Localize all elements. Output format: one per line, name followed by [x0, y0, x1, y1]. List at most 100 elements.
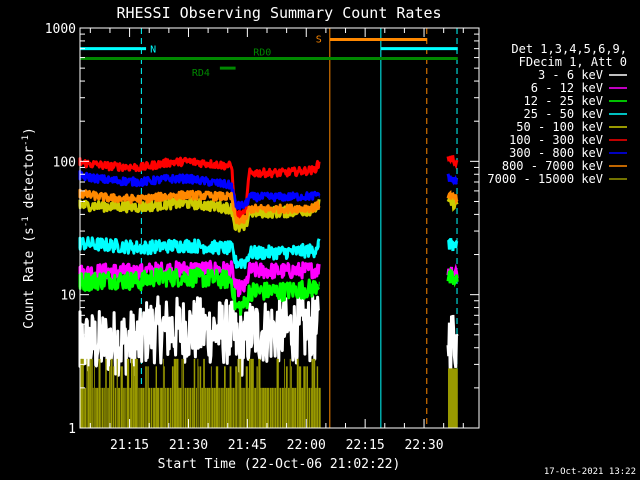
series-7000_15000keV	[80, 358, 458, 428]
band-segment	[218, 387, 220, 428]
band-segment	[284, 358, 285, 428]
band-segment	[274, 387, 277, 428]
legend-label: 3 - 6 keV	[538, 68, 603, 82]
band-segment	[262, 387, 265, 428]
band-segment	[258, 358, 261, 428]
band-segment	[92, 387, 94, 428]
legend-label: 300 - 800 keV	[509, 146, 603, 160]
band-segment	[204, 387, 206, 428]
band-segment	[163, 366, 165, 428]
flag-label-n: N	[150, 45, 156, 56]
band-segment	[153, 387, 156, 428]
band-segment	[201, 387, 204, 428]
band-segment	[291, 366, 292, 428]
band-segment	[123, 387, 125, 428]
x-tick-label: 21:30	[169, 438, 208, 453]
y-axis-label-main: Count Rate (s	[22, 227, 37, 329]
series-12_25keV-recovery	[446, 267, 459, 288]
band-segment	[281, 387, 284, 428]
band-segment	[102, 387, 104, 428]
band-segment	[285, 387, 286, 428]
band-segment	[237, 358, 239, 428]
band-segment	[133, 366, 135, 428]
band-segment	[98, 358, 101, 428]
band-segment	[104, 387, 105, 428]
band-segment	[152, 387, 154, 428]
band-segment	[173, 358, 177, 428]
band-segment	[142, 387, 145, 428]
band-segment	[232, 387, 235, 428]
axes: 1 10 100 1000 21:15 21:30 21:45 22:00 22:15 22:30	[45, 22, 480, 453]
band-segment	[137, 358, 139, 428]
band-segment	[206, 387, 209, 428]
legend: Det 1,3,4,5,6,9, FDecim 1, Att 0 3 - 6 k…	[487, 42, 627, 186]
band-segment	[313, 358, 316, 428]
band-segment	[219, 387, 221, 428]
series-300_800keV	[78, 170, 321, 211]
series-800_7000keV	[78, 188, 321, 226]
band-segment	[245, 366, 248, 428]
band-segment	[203, 358, 205, 428]
band-segment	[126, 358, 130, 428]
band-segment	[210, 366, 212, 428]
y-tick-label: 1000	[45, 22, 76, 37]
legend-label: 800 - 7000 keV	[502, 159, 603, 173]
band-segment	[124, 387, 126, 428]
legend-label: 6 - 12 keV	[531, 81, 603, 95]
band-segment	[294, 387, 297, 428]
band-segment	[315, 387, 317, 428]
band-segment	[125, 387, 127, 428]
band-segment	[140, 387, 143, 428]
band-segment	[178, 387, 180, 428]
band-segment	[94, 366, 95, 428]
band-segment	[318, 387, 321, 428]
band-segment	[239, 358, 242, 428]
band-segment	[276, 358, 279, 428]
band-segment	[96, 387, 99, 428]
band-segment	[289, 358, 291, 428]
band-segment	[189, 387, 192, 428]
legend-label: 50 - 100 keV	[516, 120, 603, 134]
band-segment	[157, 387, 160, 428]
y-tick-label: 1	[68, 422, 76, 437]
band-segment	[310, 387, 312, 428]
band-segment	[147, 366, 149, 428]
y-axis-label-sup2: -1	[21, 135, 31, 146]
timestamp: 17-Oct-2021 13:22	[544, 467, 636, 477]
band-segment	[273, 387, 275, 428]
band-segment	[298, 366, 302, 428]
series-800_7000keV-recovery	[446, 190, 459, 205]
band-segment	[271, 387, 274, 428]
chart-title: RHESSI Observing Summary Count Rates	[116, 4, 441, 22]
band-segment	[109, 366, 111, 428]
band-segment	[279, 387, 282, 428]
band-segment	[120, 366, 123, 428]
band-segment	[199, 366, 202, 428]
band-segment	[231, 387, 233, 428]
band-segment	[244, 387, 246, 428]
y-axis-label-sup: -1	[21, 216, 31, 227]
band-segment	[171, 366, 174, 428]
y-tick-label: 100	[53, 155, 76, 170]
band-segment	[86, 358, 88, 428]
band-segment	[208, 387, 211, 428]
band-segment	[113, 366, 115, 428]
band-segment	[260, 387, 262, 428]
band-segment	[250, 358, 254, 428]
band-segment	[80, 387, 82, 428]
legend-label: 12 - 25 keV	[524, 94, 603, 108]
series-300_800keV-recovery	[446, 173, 458, 186]
band-segment	[256, 366, 258, 428]
band-segment	[90, 358, 92, 428]
band-segment	[168, 387, 170, 428]
band-segment	[225, 387, 228, 428]
band-segment	[306, 366, 308, 428]
y-tick-label: 10	[60, 289, 76, 304]
band-segment	[253, 387, 255, 428]
legend-label: 7000 - 15000 keV	[487, 172, 603, 186]
band-segment	[150, 387, 152, 428]
band-segment	[195, 387, 197, 428]
band-segment	[184, 387, 187, 428]
band-segment-recovery	[447, 368, 458, 428]
